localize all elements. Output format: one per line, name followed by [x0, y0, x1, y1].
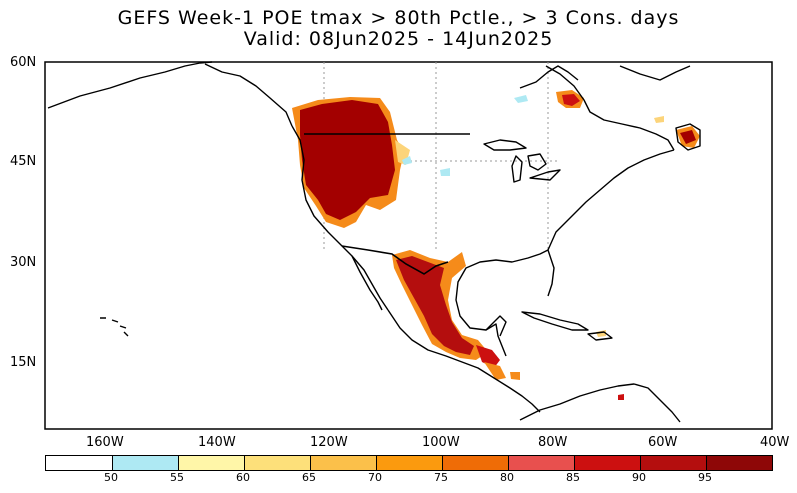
- lat-label-15n: 15N: [10, 355, 37, 370]
- gulf-coast: [455, 249, 549, 357]
- newfoundland: [675, 123, 701, 151]
- colorbar-cell: [574, 456, 640, 470]
- western-us-core: [300, 100, 395, 220]
- south-america-spot: [618, 394, 624, 400]
- cyan-spot-1: [402, 156, 412, 165]
- alaska-coast: [47, 62, 201, 109]
- poe-shading: [292, 90, 700, 400]
- colorbar-cell: [706, 456, 772, 470]
- colorbar-separator: [640, 456, 641, 470]
- quebec-heat-core: [562, 94, 580, 106]
- map-frame: [44, 61, 773, 430]
- map-title-line2: Valid: 08Jun2025 - 14Jun2025: [243, 28, 554, 50]
- lon-label-100w: 100W: [422, 435, 460, 450]
- lake-huron: [527, 153, 547, 171]
- lat-label-45n: 45N: [10, 154, 37, 169]
- colorbar-cell: [310, 456, 376, 470]
- lon-label-140w: 140W: [198, 435, 236, 450]
- hudson-bay: [519, 65, 579, 89]
- south-america-north: [519, 383, 681, 423]
- central-america-heat: [476, 345, 500, 368]
- hudson-yellow: [654, 116, 664, 123]
- lake-erie: [529, 169, 561, 181]
- us-mexico-border: [341, 245, 449, 275]
- colorbar-cell: [46, 456, 112, 470]
- baja-california: [351, 255, 383, 311]
- honduras-spot: [510, 372, 520, 380]
- colorbar-cell: [640, 456, 706, 470]
- yucatan: [485, 315, 507, 337]
- colorbar-label: 95: [698, 471, 712, 484]
- lake-michigan: [511, 155, 523, 183]
- cyan-spot-2: [440, 168, 450, 176]
- colorbar-label: 75: [434, 471, 448, 484]
- colorbar-separator: [442, 456, 443, 470]
- labrador-cyan: [514, 95, 528, 103]
- lon-label-80w: 80W: [538, 435, 568, 450]
- mexico-heat-core: [396, 256, 474, 355]
- colorbar-label: 65: [302, 471, 316, 484]
- colorbar-cell: [244, 456, 310, 470]
- colorbar-cell: [376, 456, 442, 470]
- lon-label-40w: 40W: [760, 435, 790, 450]
- hawaii: [100, 317, 129, 337]
- political-borders: [199, 61, 470, 275]
- colorbar-label: 50: [104, 471, 118, 484]
- colorbar-cell: [442, 456, 508, 470]
- colorbar-cell: [178, 456, 244, 470]
- central-america-orange: [484, 362, 506, 380]
- colorbar-cell: [508, 456, 574, 470]
- lake-superior: [483, 139, 527, 151]
- alaska-gulf-coast: [204, 63, 293, 127]
- colorbar-label: 85: [566, 471, 580, 484]
- lat-label-60n: 60N: [10, 55, 37, 70]
- cuba: [521, 311, 589, 331]
- colorbar: [45, 455, 773, 471]
- lat-label-30n: 30N: [10, 255, 37, 270]
- lon-label-60w: 60W: [648, 435, 678, 450]
- colorbar-separator: [244, 456, 245, 470]
- colorbar-separator: [310, 456, 311, 470]
- canada-east-coast: [545, 65, 675, 151]
- colorbar-label: 60: [236, 471, 250, 484]
- lon-label-120w: 120W: [310, 435, 348, 450]
- mexico-west-coast: [387, 309, 541, 413]
- colorbar-separator: [112, 456, 113, 470]
- map-title-line1: GEFS Week-1 POE tmax > 80th Pctle., > 3 …: [117, 7, 680, 29]
- colorbar-separator: [706, 456, 707, 470]
- colorbar-cell: [112, 456, 178, 470]
- colorbar-separator: [574, 456, 575, 470]
- colorbar-separator: [178, 456, 179, 470]
- alaska-canada-border: [199, 61, 213, 64]
- newfoundland-heat-core: [680, 130, 696, 144]
- colorbar-separator: [376, 456, 377, 470]
- colorbar-label: 70: [368, 471, 382, 484]
- labrador-north: [619, 65, 691, 81]
- us-west-coast: [291, 125, 389, 311]
- colorbar-label: 90: [632, 471, 646, 484]
- lon-label-160w: 160W: [86, 435, 124, 450]
- colorbar-label: 80: [500, 471, 514, 484]
- colorbar-label: 55: [170, 471, 184, 484]
- hispaniola: [587, 331, 613, 341]
- us-east-coast: [547, 149, 675, 297]
- colorbar-separator: [508, 456, 509, 470]
- coastlines: [47, 62, 701, 423]
